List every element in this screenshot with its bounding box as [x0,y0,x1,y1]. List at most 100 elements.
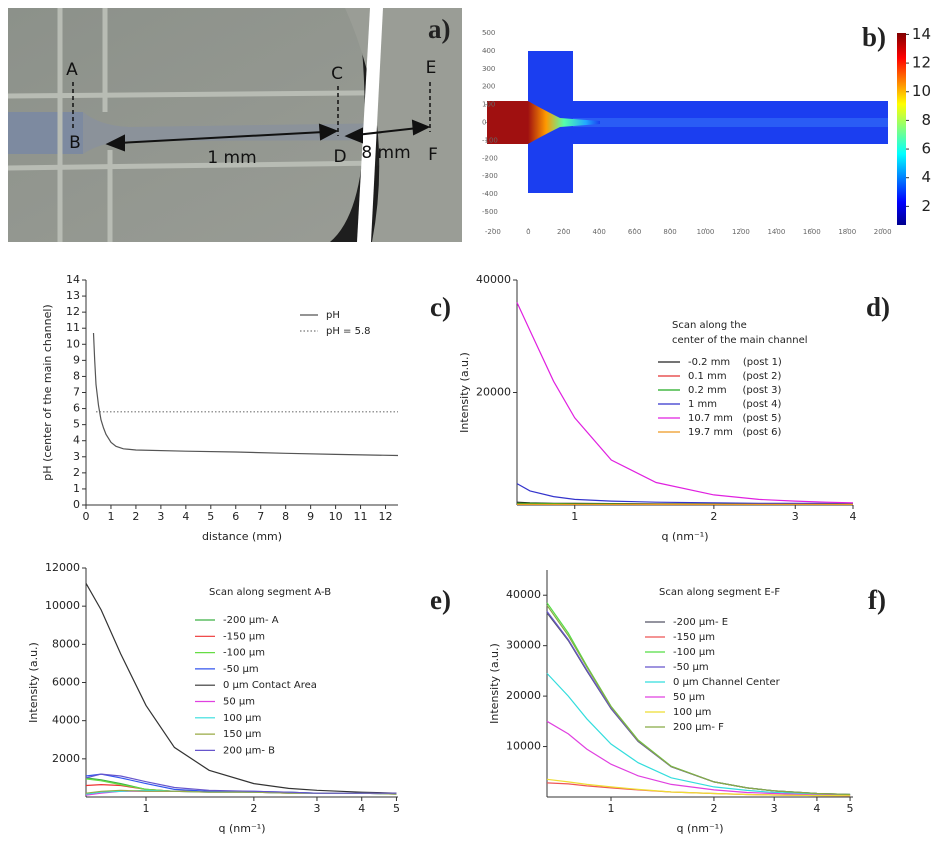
x-tick-label: 2000 [874,228,892,236]
panel-label: b) [862,22,886,52]
data-line [85,583,397,794]
colorbar-tick-label: 8 [921,111,931,129]
colorbar-tick-label: 6 [921,140,931,158]
y-tick-label: 11 [66,321,80,334]
legend-title: Scan along segment A-B [209,587,331,598]
y-tick-label: 40000 [506,588,541,601]
y-tick-label: 20000 [506,689,541,702]
legend-label: -150 µm [223,631,265,642]
legend-label: -50 µm [223,664,259,675]
y-tick-label: 500 [482,29,495,37]
colorbar-tick-label: 4 [921,168,931,186]
legend-label: 100 µm [673,707,711,718]
y-tick-label: 4 [73,434,80,447]
y-tick-label: 6000 [52,676,80,689]
x-axis-label: distance (mm) [202,530,282,543]
y-tick-label: 100 [482,101,495,109]
inlet [487,101,529,144]
legend-label: pH = 5.8 [326,326,371,337]
x-tick-label: 4 [850,510,857,523]
data-line [546,778,851,797]
point-label: B [69,133,81,153]
x-tick-label: 3 [771,802,778,815]
colorbar-tick-label: 14 [912,25,931,43]
y-tick-label: 300 [482,65,495,73]
x-tick-label: 5 [393,802,400,815]
legend-label: -150 µm [673,632,715,643]
y-axis-label: Intensity (a.u.) [458,352,471,433]
colorbar-tick-label: 12 [912,54,931,72]
point-label: D [333,147,346,167]
legend-label: 200 µm- F [673,722,724,733]
y-tick-label: 9 [73,353,80,366]
y-tick-label: -200 [482,154,498,162]
legend-label: -200 µm- A [223,615,279,626]
panel-label: f) [868,585,886,615]
y-axis-label: Intensity (a.u.) [488,643,501,724]
y-tick-label: 20000 [476,386,511,399]
legend-label: -200 µm- E [673,617,728,628]
x-axis-label: q (nm⁻¹) [662,530,709,543]
y-tick-label: 10000 [45,599,80,612]
legend-label: 0 µm Contact Area [223,680,317,691]
y-tick-label: 2 [73,466,80,479]
legend-label: -100 µm [673,647,715,658]
legend-label: 150 µm [223,729,261,740]
legend-label: -100 µm [223,648,265,659]
plume [528,101,600,144]
panel-label: c) [430,292,451,322]
y-tick-label: 200 [482,83,495,91]
y-tick-label: 12 [66,305,80,318]
panel-a: A B C D E F 1 mm 8 mm a) [7,8,463,242]
x-tick-label: 4 [182,510,189,523]
y-tick-label: 8 [73,369,80,382]
y-tick-label: 2000 [52,752,80,765]
x-tick-label: 600 [628,228,641,236]
x-tick-label: 0 [83,510,90,523]
y-tick-label: 3 [73,450,80,463]
distance-label: 1 mm [207,148,256,168]
x-tick-label: 800 [663,228,676,236]
x-tick-label: 1200 [732,228,750,236]
y-tick-label: 40000 [476,273,511,286]
x-tick-label: 0 [526,228,530,236]
legend-label: 0.1 mm (post 2) [688,371,781,382]
legend-title: Scan along the [672,320,747,331]
x-tick-label: 6 [232,510,239,523]
y-tick-label: 13 [66,289,80,302]
x-tick-label: 5 [207,510,214,523]
x-tick-label: 9 [307,510,314,523]
point-label: E [426,58,437,78]
y-tick-label: 0 [73,498,80,511]
y-axis-label: Intensity (a.u.) [27,642,40,723]
legend-title: Scan along segment E-F [659,587,780,598]
legend-label: 19.7 mm (post 6) [688,427,782,438]
legend-label: 0.2 mm (post 3) [688,385,781,396]
data-line [546,672,851,796]
markers [72,82,431,136]
legend-label: 10.7 mm (post 5) [688,413,782,424]
y-tick-label: 1 [73,482,80,495]
panel-label: a) [428,14,451,44]
colorbar [897,33,906,225]
panel-label: e) [430,585,451,615]
panel-label: d) [866,292,890,322]
x-tick-label: 2 [710,802,717,815]
point-label: C [331,64,343,84]
data-line [516,483,853,504]
legend-label: 1 mm (post 4) [688,399,781,410]
y-tick-label: 30000 [506,639,541,652]
y-tick-label: 8000 [52,637,80,650]
data-line [85,773,397,794]
y-axis-label: pH (center of the main channel) [41,304,54,480]
x-tick-label: 2 [132,510,139,523]
x-tick-label: 1 [143,802,150,815]
x-axis-label: q (nm⁻¹) [219,822,266,835]
y-tick-label: -300 [482,172,498,180]
point-label: F [428,145,438,165]
x-tick-label: 1 [107,510,114,523]
data-line [92,332,399,457]
y-tick-label: 6 [73,402,80,415]
y-tick-label: -500 [482,208,498,216]
x-tick-label: 8 [282,510,289,523]
